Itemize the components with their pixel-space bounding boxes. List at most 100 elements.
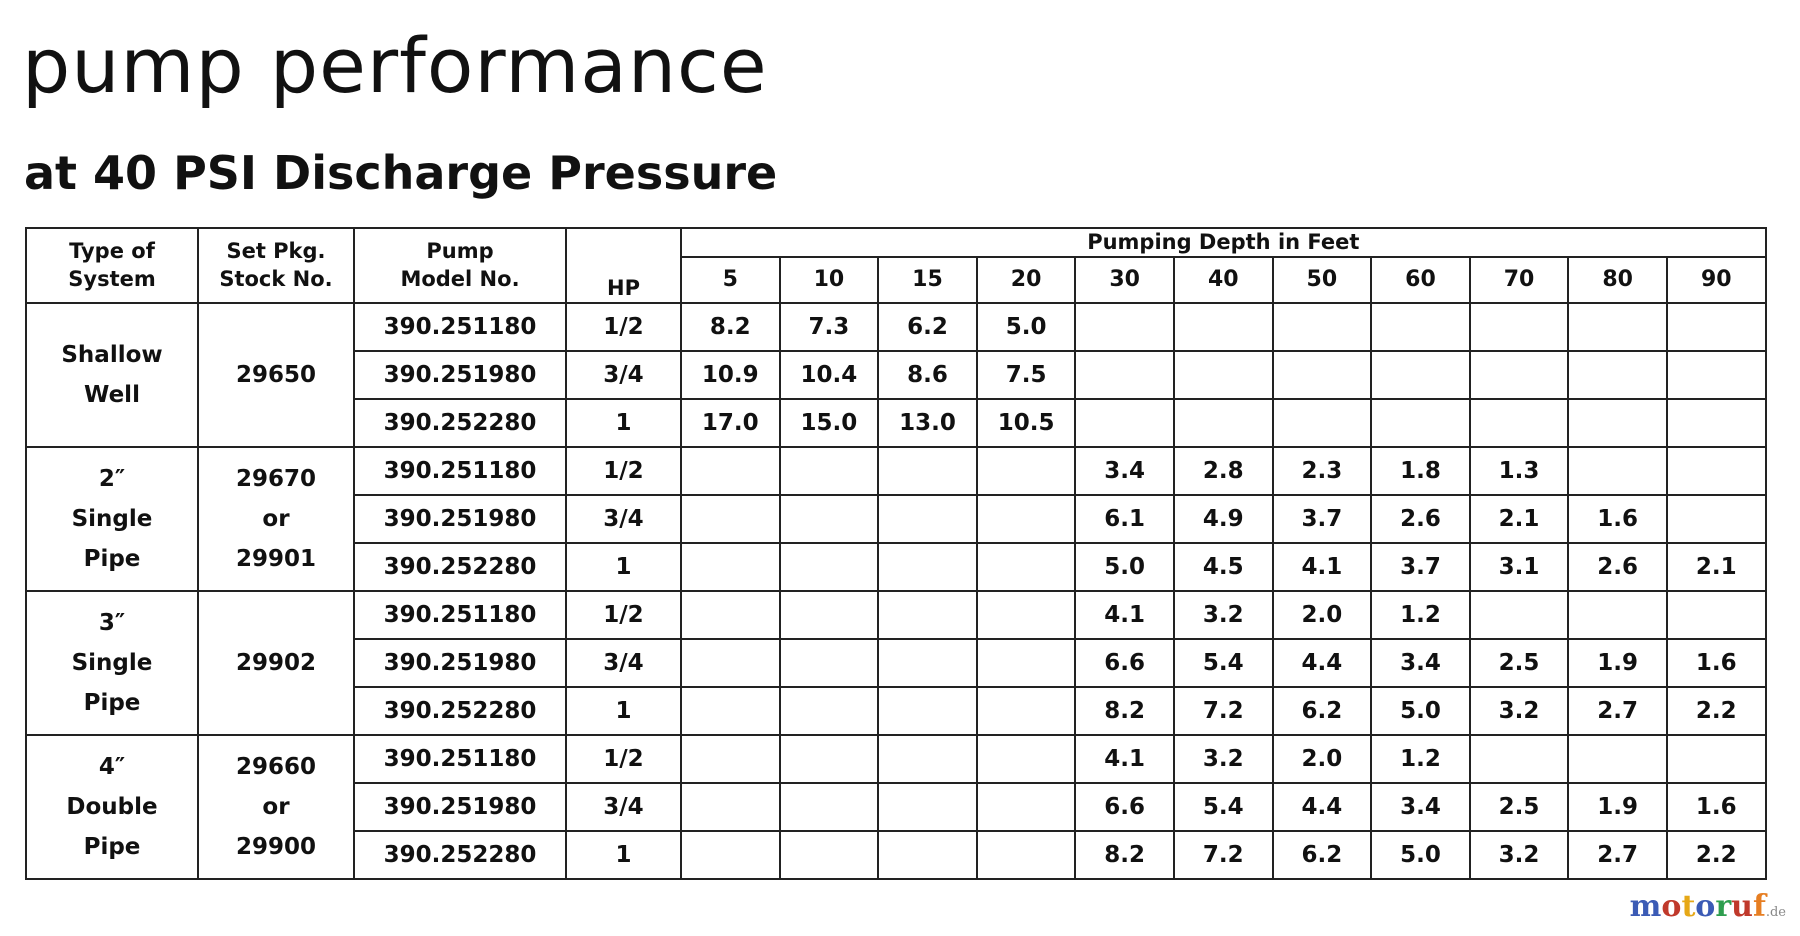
column-header: Set Pkg. Stock No. [197,226,355,305]
stock-number-line: 29650 [235,362,317,389]
system-type-line: 4″ [98,753,126,780]
empty-cell [1468,302,1570,353]
system-type: 4″ Double Pipe [25,734,199,881]
depth-label: 60 [1370,256,1471,305]
system-type-line: Pipe [83,834,141,861]
depth-label: 70 [1468,256,1570,305]
table-head: Type of System Set Pkg. Stock No. Pump Mod… [25,226,1767,305]
horsepower: 1/2 [565,590,682,641]
empty-cell [877,782,978,833]
flow-value: 1.9 [1567,782,1668,833]
depth-label: 40 [1172,256,1274,305]
empty-cell [680,494,781,545]
empty-cell [778,542,880,593]
system-type-line: 3″ [98,609,126,636]
column-header: Pump Model No. [353,226,567,305]
model-number: 390.251980 [353,494,567,545]
empty-cell [1567,734,1668,785]
empty-cell [778,446,880,497]
column-header: Type of System [25,226,199,305]
empty-cell [877,542,978,593]
flow-value: 17.0 [680,398,781,449]
flow-value: 3.1 [1468,542,1570,593]
data-row: 4″ Double Pipe 29660 or 29900 390.251180 1/2 4.1… [25,734,1767,881]
system-type-line: Double [66,794,158,821]
depth-label: 30 [1074,256,1175,305]
empty-cell [1567,446,1668,497]
flow-value: 7.5 [975,350,1077,401]
empty-cell [975,542,1077,593]
stock-number-line: 29670 [235,465,317,492]
table-body: Shallow Well 29650 390.251180 1/2 8.2 7.3 6.2 5.… [25,302,1767,881]
empty-cell [975,638,1077,689]
system-type-line: Single [71,650,153,677]
system-type-line: Shallow [61,342,163,369]
empty-cell [877,638,978,689]
flow-value: 3.4 [1074,446,1175,497]
empty-cell [1468,350,1570,401]
depth-label: 5 [680,256,781,305]
empty-cell [1567,350,1668,401]
flow-value: 5.4 [1172,782,1274,833]
empty-cell [1271,350,1373,401]
flow-value: 6.6 [1074,638,1175,689]
flow-value: 3.2 [1468,686,1570,737]
performance-table: Type of System Set Pkg. Stock No. Pump Mod… [25,226,1767,881]
horsepower: 1 [565,830,682,881]
empty-cell [680,446,781,497]
model-number: 390.252280 [353,686,567,737]
empty-cell [1468,734,1570,785]
empty-cell [1370,302,1471,353]
empty-cell [778,494,880,545]
depth-header: Pumping Depth in Feet [680,226,1767,259]
flow-value: 2.5 [1468,782,1570,833]
horsepower: 1/2 [565,734,682,785]
empty-cell [1172,350,1274,401]
depth-label: 90 [1665,256,1767,305]
flow-value: 3.4 [1370,638,1471,689]
empty-cell [1665,734,1767,785]
empty-cell [975,446,1077,497]
empty-cell [1074,398,1175,449]
flow-value: 6.6 [1074,782,1175,833]
empty-cell [1665,302,1767,353]
empty-cell [1370,398,1471,449]
watermark-suffix: .de [1765,905,1786,920]
stock-number-line: or [262,794,290,821]
flow-value: 1.6 [1665,638,1767,689]
horsepower: 3/4 [565,638,682,689]
flow-value: 2.3 [1271,446,1373,497]
flow-value: 7.2 [1172,830,1274,881]
header-row: Type of System Set Pkg. Stock No. Pump Mod… [25,226,1767,305]
horsepower: 3/4 [565,350,682,401]
empty-cell [877,734,978,785]
empty-cell [1665,350,1767,401]
empty-cell [1074,350,1175,401]
flow-value: 2.1 [1665,542,1767,593]
model-number: 390.251980 [353,638,567,689]
empty-cell [680,734,781,785]
empty-cell [1271,302,1373,353]
flow-value: 1.8 [1370,446,1471,497]
system-type: 3″ Single Pipe [25,590,199,737]
flow-value: 4.1 [1271,542,1373,593]
horsepower: 1 [565,686,682,737]
empty-cell [680,782,781,833]
empty-cell [778,590,880,641]
empty-cell [877,686,978,737]
flow-value: 6.1 [1074,494,1175,545]
model-number: 390.251180 [353,590,567,641]
empty-cell [778,638,880,689]
stock-number: 29902 [197,590,355,737]
flow-value: 1.9 [1567,638,1668,689]
empty-cell [778,782,880,833]
empty-cell [680,638,781,689]
flow-value: 4.4 [1271,638,1373,689]
empty-cell [680,590,781,641]
flow-value: 3.7 [1370,542,1471,593]
model-number: 390.251180 [353,302,567,353]
flow-value: 5.0 [975,302,1077,353]
empty-cell [1468,398,1570,449]
